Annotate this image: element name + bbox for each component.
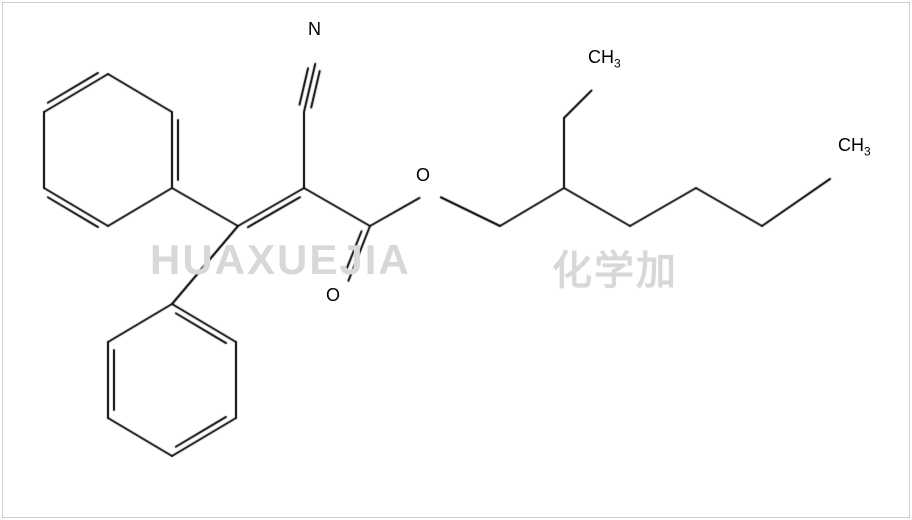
atom-label: CH3 bbox=[838, 135, 871, 159]
atom-label: O bbox=[416, 165, 430, 186]
atom-label: CH3 bbox=[588, 47, 621, 71]
atom-label: N bbox=[308, 19, 321, 40]
atom-label: O bbox=[326, 285, 340, 306]
molecule-canvas bbox=[0, 0, 912, 520]
